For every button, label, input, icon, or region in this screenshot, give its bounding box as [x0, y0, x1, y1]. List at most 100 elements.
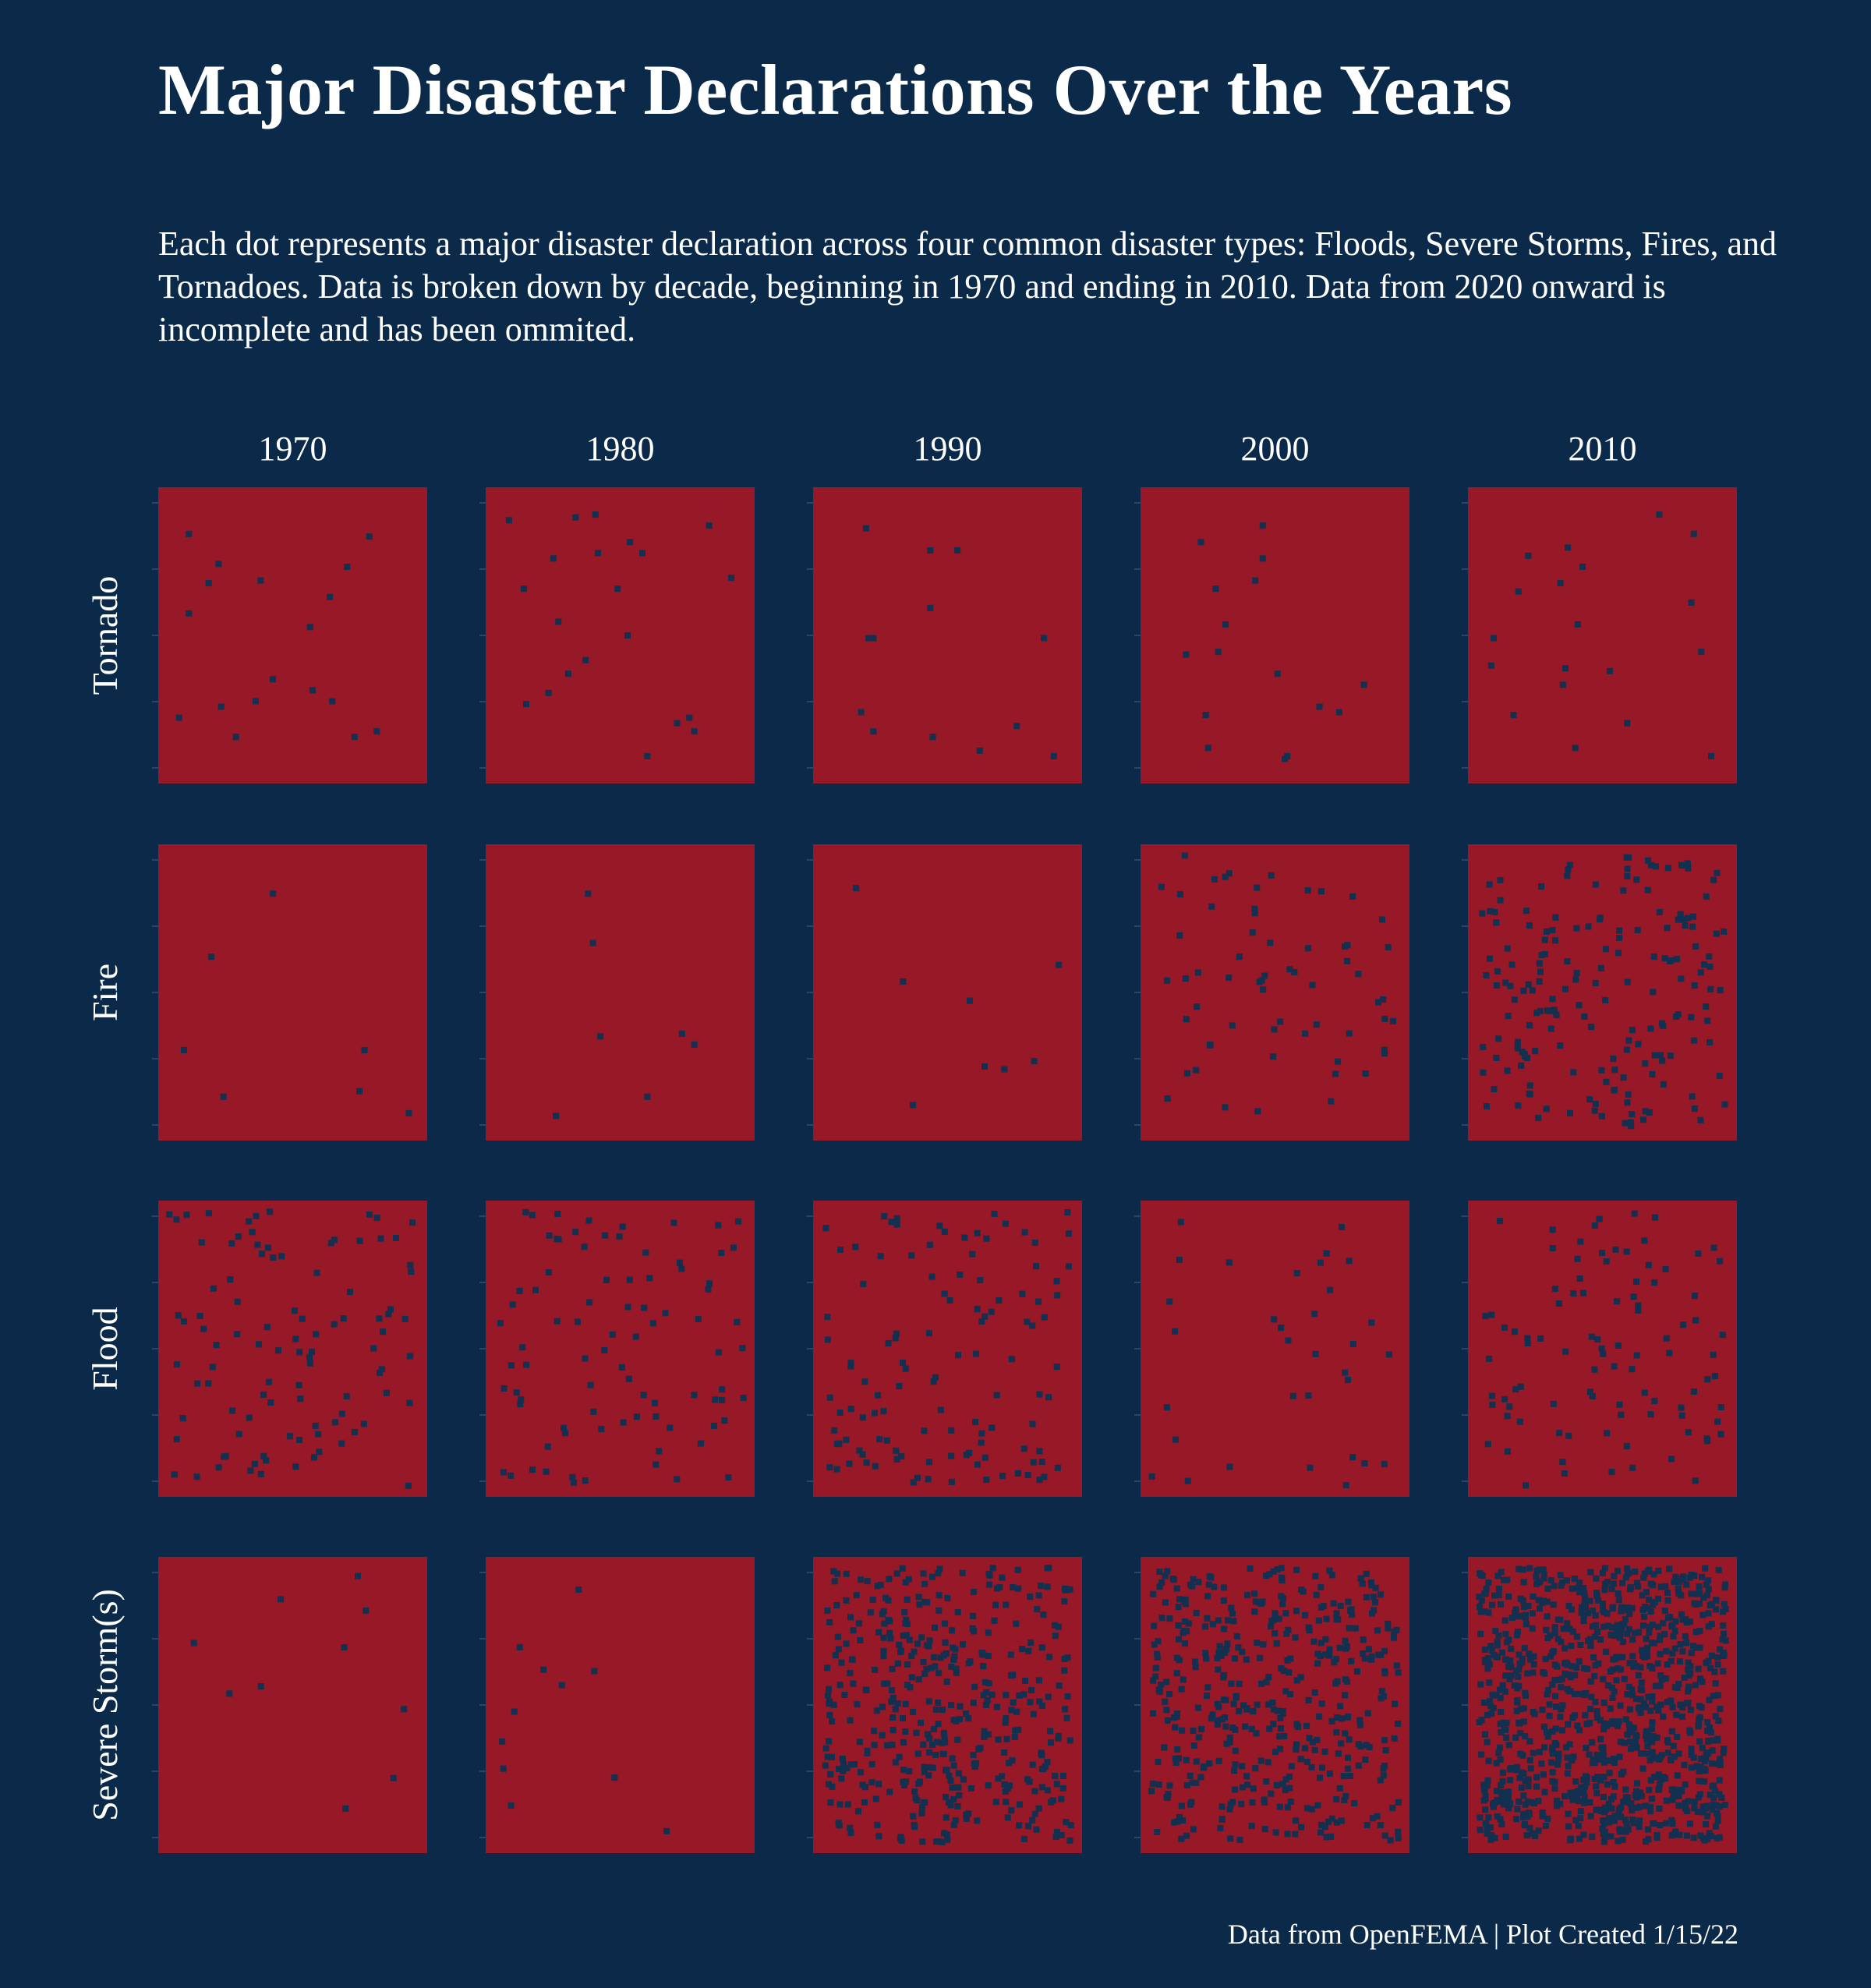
declaration-dot [1215, 1617, 1222, 1624]
declaration-dot [508, 1362, 515, 1369]
declaration-dot [1306, 1735, 1313, 1742]
declaration-dot [1584, 1665, 1591, 1672]
declaration-dot [215, 1464, 222, 1471]
declaration-dot [932, 1624, 938, 1631]
declaration-dot [234, 1298, 241, 1305]
declaration-dot [1704, 1017, 1711, 1024]
declaration-dot [1502, 979, 1509, 986]
declaration-dot [1664, 1615, 1671, 1622]
declaration-dot [1625, 1625, 1632, 1632]
declaration-dot [1276, 1733, 1283, 1740]
declaration-dot [1270, 1053, 1277, 1060]
declaration-dot [1035, 1677, 1042, 1684]
declaration-dot [1703, 1592, 1710, 1599]
declaration-dot [1684, 914, 1691, 921]
declaration-dot [1600, 1725, 1608, 1732]
declaration-dot [518, 1396, 525, 1403]
declaration-dot [1657, 1672, 1664, 1678]
declaration-dot [1254, 884, 1261, 891]
declaration-dot [1393, 1626, 1400, 1633]
declaration-dot [251, 1460, 258, 1467]
declaration-dot [640, 1392, 647, 1399]
declaration-dot [1689, 1093, 1696, 1100]
declaration-dot [500, 1385, 508, 1392]
declaration-dot [1279, 1781, 1286, 1788]
declaration-dot [1484, 1739, 1491, 1746]
declaration-dot [1549, 1769, 1556, 1776]
panel-background [158, 844, 427, 1141]
declaration-dot [1682, 1781, 1689, 1788]
declaration-dot [1615, 1597, 1622, 1604]
declaration-dot [1556, 1430, 1563, 1437]
declaration-dot [1291, 969, 1298, 975]
declaration-dot [829, 1753, 835, 1760]
declaration-dot [959, 1569, 966, 1576]
declaration-dot [1154, 1654, 1161, 1661]
declaration-dot [1282, 1688, 1289, 1695]
declaration-dot [267, 1399, 274, 1406]
declaration-dot [1244, 1592, 1251, 1599]
declaration-dot [1624, 872, 1631, 879]
declaration-dot [1710, 876, 1717, 883]
declaration-dot [1675, 1011, 1682, 1018]
declaration-dot [1231, 1655, 1238, 1662]
declaration-dot [978, 1650, 985, 1657]
declaration-dot [1530, 1661, 1537, 1668]
declaration-dot [1263, 1572, 1270, 1579]
declaration-dot [1683, 1619, 1690, 1626]
declaration-dot [1719, 1332, 1726, 1339]
declaration-dot [1708, 1833, 1714, 1840]
declaration-dot [1626, 1706, 1633, 1713]
declaration-dot [554, 1211, 561, 1217]
declaration-dot [1308, 1806, 1315, 1813]
declaration-dot [291, 1307, 298, 1314]
column-label-1980: 1980 [586, 430, 655, 468]
declaration-dot [1172, 1436, 1180, 1443]
declaration-dot [401, 1706, 408, 1713]
declaration-dot [1360, 1636, 1367, 1643]
declaration-dot [1484, 1781, 1491, 1788]
declaration-dot [361, 1046, 368, 1053]
declaration-dot [1033, 1263, 1039, 1270]
declaration-dot [256, 1341, 262, 1348]
declaration-dot [1673, 1711, 1680, 1718]
declaration-dot [260, 1391, 267, 1398]
declaration-dot [1481, 1647, 1488, 1653]
declaration-dot [656, 1448, 663, 1455]
declaration-dot [1547, 1653, 1554, 1660]
declaration-dot [1576, 1727, 1583, 1734]
declaration-dot [908, 1252, 915, 1259]
declaration-dot [1192, 1664, 1199, 1671]
declaration-dot [1322, 1636, 1329, 1643]
declaration-dot [935, 1570, 942, 1577]
declaration-dot [929, 1764, 936, 1771]
declaration-dot [1517, 1750, 1524, 1757]
declaration-dot [1632, 1732, 1639, 1739]
declaration-dot [1387, 1837, 1394, 1844]
declaration-dot [227, 1276, 234, 1283]
declaration-dot [1563, 1744, 1569, 1751]
declaration-dot [910, 1708, 917, 1715]
declaration-dot [1064, 1693, 1071, 1700]
declaration-dot [1671, 1578, 1678, 1585]
declaration-dot [1717, 1756, 1724, 1763]
declaration-dot [841, 1692, 848, 1698]
declaration-dot [1675, 1590, 1682, 1597]
declaration-dot [306, 1360, 313, 1367]
declaration-dot [1253, 1730, 1260, 1737]
declaration-dot [1514, 1629, 1521, 1635]
declaration-dot [574, 1318, 581, 1325]
declaration-dot [1220, 1597, 1227, 1604]
declaration-dot [1377, 1822, 1384, 1828]
declaration-dot [1342, 1793, 1349, 1799]
declaration-dot [915, 1780, 922, 1787]
declaration-dot [1683, 1640, 1690, 1647]
declaration-dot [1229, 1610, 1236, 1617]
declaration-dot [1625, 1570, 1631, 1577]
declaration-dot [1172, 1760, 1180, 1767]
declaration-dot [1211, 1583, 1218, 1590]
declaration-dot [1498, 1649, 1505, 1656]
declaration-dot [1381, 1046, 1388, 1053]
declaration-dot [1576, 1835, 1583, 1842]
declaration-dot [1710, 1351, 1717, 1358]
